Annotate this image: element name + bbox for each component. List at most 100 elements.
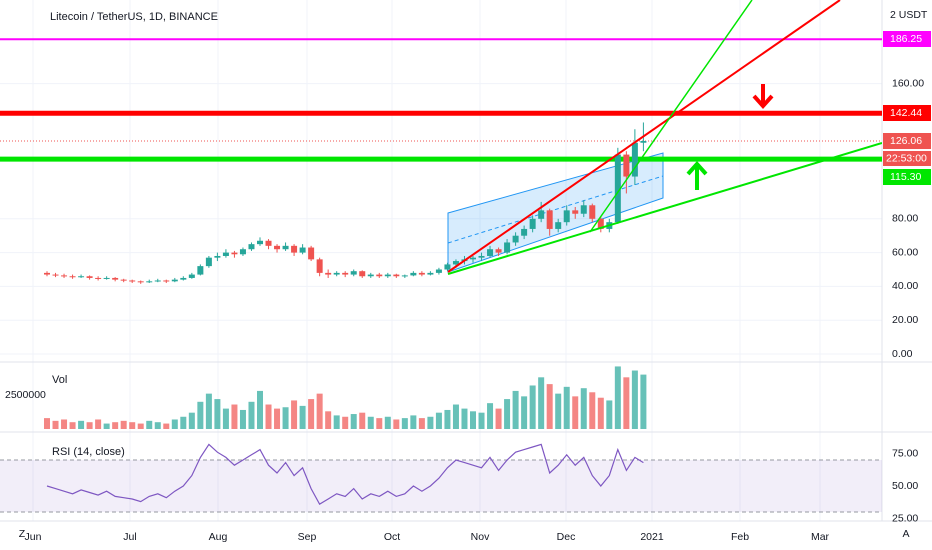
time-label: Oct	[384, 531, 400, 543]
price-tag-label: 126.06	[890, 135, 922, 147]
rsi-band	[0, 459, 882, 513]
volume-bar	[282, 407, 289, 429]
candle-body	[546, 210, 553, 229]
volume-bar	[180, 416, 187, 429]
candle-body	[470, 257, 476, 260]
candle-body	[614, 154, 621, 223]
volume-bar	[129, 422, 136, 429]
candle-body	[623, 154, 630, 177]
volume-bar	[393, 419, 400, 429]
countdown: 22:53:00	[886, 152, 927, 164]
volume-bar	[504, 399, 511, 429]
volume-bar	[120, 420, 127, 429]
volume-tick-label: 2500000	[5, 389, 46, 401]
candle-body	[555, 222, 562, 229]
volume-bar	[529, 385, 536, 429]
volume-bar	[44, 418, 50, 429]
volume-bar	[435, 412, 442, 429]
volume-bar	[546, 384, 553, 429]
volume-bar	[248, 401, 255, 429]
trend-line	[589, 0, 753, 233]
candle-body	[137, 281, 144, 283]
candle-body	[504, 242, 511, 253]
candle-body	[95, 277, 102, 279]
candle-body	[631, 142, 638, 177]
time-label: Sep	[298, 531, 317, 543]
price-unit: 2 USDT	[890, 9, 928, 21]
candle-body	[61, 275, 68, 277]
candle-body	[146, 281, 153, 283]
volume-bar	[291, 400, 298, 429]
candle-body	[478, 255, 485, 258]
volume-bar	[410, 415, 417, 429]
price-tag	[883, 31, 931, 47]
volume-bar	[112, 422, 119, 429]
time-label: Aug	[209, 531, 228, 543]
volume-bar	[367, 416, 374, 429]
price-tag-label: 115.30	[890, 171, 921, 183]
volume-bar	[205, 393, 212, 429]
volume-bar	[299, 405, 306, 429]
levels	[0, 38, 882, 162]
price-tag	[883, 169, 931, 185]
chart-title: Litecoin / TetherUS, 1D, BINANCE	[50, 11, 218, 23]
candle-body	[563, 210, 570, 223]
candle-body	[239, 249, 246, 255]
volume-bar	[589, 392, 596, 429]
volume-title: Vol	[52, 374, 67, 386]
candle-body	[418, 272, 425, 275]
volume-bars	[44, 366, 647, 429]
price-tag	[883, 133, 931, 149]
candle-body	[393, 274, 400, 277]
candle-body	[282, 245, 289, 250]
volume-bar	[257, 390, 263, 429]
candle-body	[597, 218, 604, 229]
volume-bar	[563, 386, 570, 429]
volume-bar	[495, 408, 502, 429]
trend-lines	[447, 0, 882, 275]
candle-body	[231, 252, 238, 255]
timezone-button[interactable]: Z	[19, 528, 26, 540]
volume-bar	[572, 396, 579, 429]
volume-bar	[640, 374, 647, 429]
candle-body	[589, 205, 596, 219]
volume-bar	[384, 416, 391, 429]
price-tag-label: 186.25	[890, 33, 922, 45]
trend-line	[447, 142, 882, 275]
candle-body	[171, 279, 178, 282]
volume-bar	[461, 408, 468, 429]
volume-bar	[606, 400, 613, 429]
candle-body	[529, 218, 536, 229]
volume-bar	[342, 416, 349, 429]
candle-body	[257, 240, 263, 245]
price-tick-label: 80.00	[892, 213, 918, 225]
price-tick-label: 60.00	[892, 246, 918, 258]
volume-bar	[521, 396, 528, 429]
volume-bar	[95, 419, 102, 429]
volume-bar	[61, 419, 68, 429]
volume-bar	[274, 408, 281, 429]
candle-body	[444, 264, 451, 270]
candle-body	[384, 274, 391, 277]
price-tick-label: 40.00	[892, 280, 918, 292]
arrow-up	[686, 161, 708, 190]
candle-body	[44, 272, 50, 275]
volume-bar	[555, 393, 562, 429]
labels: 0.00 20.00 40.00 60.00 80.00 160.00 Jun Jul Aug S…	[5, 31, 931, 543]
volume-bar	[163, 423, 170, 429]
time-label: Feb	[731, 531, 749, 543]
candle-body	[214, 255, 221, 258]
auto-scale-button[interactable]: A	[902, 528, 909, 540]
volume-bar	[580, 388, 587, 429]
candle-body	[291, 245, 298, 253]
volume-bar	[452, 404, 459, 429]
candle-body	[316, 259, 323, 273]
candle-body	[163, 280, 170, 282]
candle-body	[103, 277, 110, 279]
volume-bar	[376, 418, 383, 429]
candle-body	[248, 244, 255, 250]
volume-bar	[52, 420, 59, 429]
candle-body	[205, 257, 212, 267]
volume-bar	[478, 412, 485, 429]
time-label: Jul	[123, 531, 136, 543]
